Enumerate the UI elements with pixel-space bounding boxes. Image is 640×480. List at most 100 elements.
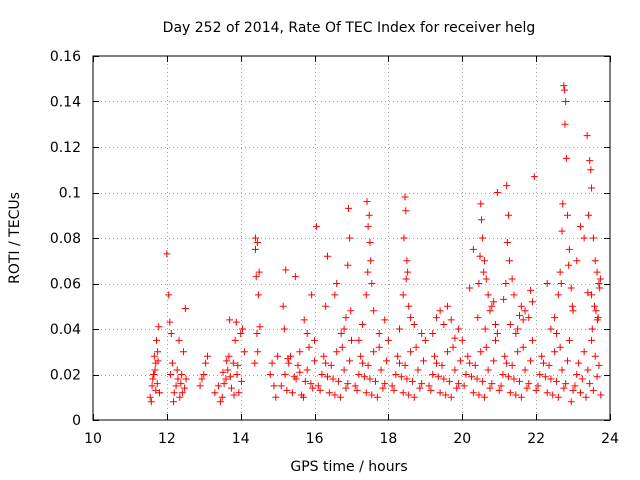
data-point — [338, 343, 346, 351]
data-point — [231, 336, 239, 344]
data-point — [586, 380, 594, 388]
data-point — [523, 384, 531, 392]
data-point — [167, 371, 175, 378]
data-point — [451, 334, 459, 342]
data-point — [379, 384, 387, 392]
data-point — [492, 320, 500, 328]
data-point — [569, 386, 577, 394]
data-point — [588, 184, 596, 192]
data-point — [591, 352, 599, 360]
data-point — [482, 275, 490, 283]
y-tick-label: 0.14 — [50, 95, 81, 111]
data-point — [255, 268, 263, 276]
data-point — [307, 380, 315, 388]
data-point — [455, 325, 463, 333]
data-point — [444, 302, 452, 310]
data-point — [375, 343, 383, 351]
data-point — [150, 352, 158, 360]
x-tick-labels: 10 12 14 16 18 20 22 24 — [84, 431, 619, 447]
data-point — [174, 375, 182, 383]
data-point — [488, 380, 496, 388]
data-point — [311, 336, 319, 344]
data-point — [392, 371, 400, 378]
data-point — [296, 368, 304, 376]
data-point — [347, 307, 355, 315]
data-point — [528, 336, 536, 344]
data-point — [543, 280, 551, 287]
data-point — [230, 391, 238, 399]
data-point — [568, 302, 576, 310]
data-point — [576, 389, 584, 397]
data-point — [482, 343, 490, 351]
data-point — [514, 348, 522, 356]
data-point — [516, 311, 524, 319]
data-point — [333, 348, 341, 356]
x-tick-label: 24 — [601, 431, 619, 447]
data-point — [268, 359, 276, 367]
data-point — [497, 382, 505, 390]
data-point — [251, 245, 259, 253]
data-point — [481, 325, 489, 333]
data-point — [402, 275, 410, 283]
y-tick-label: 0.12 — [50, 140, 81, 156]
data-point — [318, 371, 326, 378]
data-point — [281, 371, 289, 378]
data-point — [234, 361, 242, 369]
data-point — [401, 193, 409, 201]
data-point — [429, 371, 437, 378]
data-point — [562, 98, 570, 105]
chart-title: Day 252 of 2014, Rate Of TEC Index for r… — [163, 20, 536, 36]
data-point — [418, 330, 426, 338]
data-point — [219, 368, 227, 376]
data-point — [366, 239, 374, 247]
data-point — [565, 336, 573, 344]
data-point — [346, 234, 354, 242]
data-point — [416, 384, 424, 392]
data-point — [460, 382, 468, 390]
data-point — [536, 371, 544, 378]
data-point — [346, 357, 354, 365]
data-point — [412, 343, 420, 351]
data-point — [432, 314, 440, 322]
data-point — [514, 325, 522, 333]
data-point — [432, 359, 440, 367]
data-point — [405, 391, 413, 399]
data-point — [504, 211, 512, 219]
data-point — [408, 377, 416, 385]
data-point — [564, 211, 572, 219]
data-point — [421, 336, 429, 344]
data-point — [592, 307, 600, 315]
data-point — [490, 298, 498, 306]
data-point — [176, 393, 184, 401]
data-point — [512, 391, 520, 399]
data-point — [585, 211, 593, 219]
data-point — [314, 382, 322, 390]
data-point — [325, 389, 333, 397]
data-point — [471, 361, 479, 369]
data-point — [253, 239, 261, 247]
data-point — [480, 268, 488, 276]
data-point — [455, 380, 463, 388]
data-point — [532, 386, 540, 394]
data-point — [405, 302, 413, 310]
data-point — [172, 382, 180, 390]
x-tick-label: 16 — [306, 431, 324, 447]
data-point — [414, 366, 422, 374]
data-point — [558, 227, 566, 235]
data-point — [427, 386, 435, 394]
data-point — [479, 377, 487, 385]
data-point — [593, 316, 601, 324]
data-point — [521, 366, 529, 374]
data-point — [373, 393, 381, 401]
y-tick-label: 0.02 — [50, 368, 81, 384]
x-tick-label: 14 — [232, 431, 250, 447]
data-point — [237, 377, 245, 385]
data-point — [285, 359, 293, 367]
data-point — [340, 325, 348, 333]
data-point — [401, 361, 409, 369]
data-point — [475, 391, 483, 399]
data-point — [596, 275, 604, 283]
data-point — [503, 182, 511, 190]
data-point — [567, 284, 575, 292]
